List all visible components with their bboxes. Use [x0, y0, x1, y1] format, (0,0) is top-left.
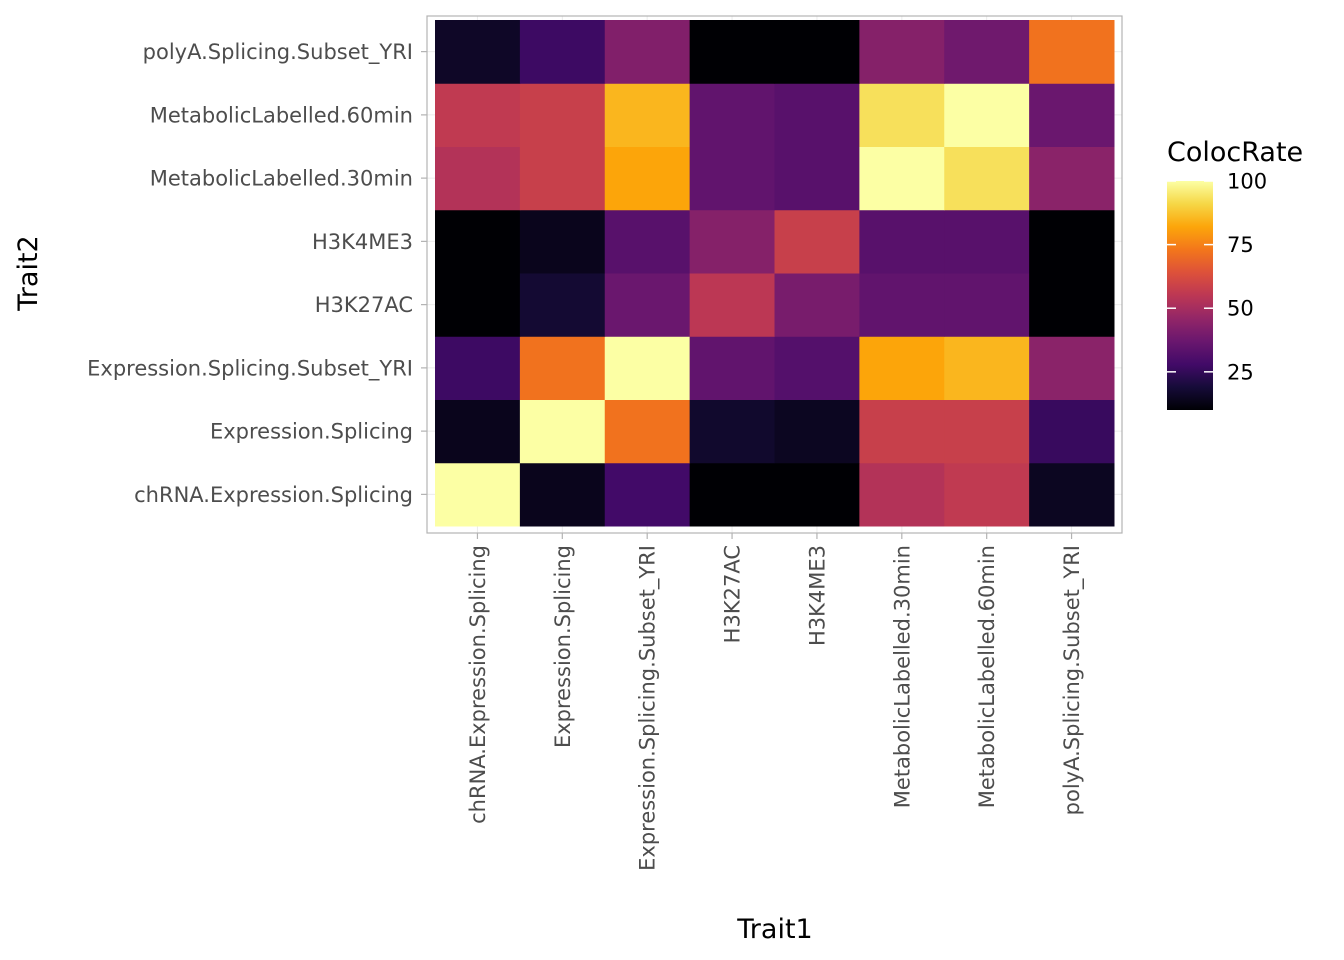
y-axis-ticks: chRNA.Expression.Splicing Expression.Spli… [87, 40, 427, 507]
y-tick-label: polyA.Splicing.Subset_YRI [143, 40, 413, 65]
heatmap-cell [689, 336, 775, 400]
x-tick-label: polyA.Splicing.Subset_YRI [1060, 545, 1085, 815]
heatmap-cell [604, 209, 691, 274]
heatmap-cell [774, 462, 860, 527]
legend-tick-label: 50 [1227, 297, 1254, 321]
heatmap-cell [689, 273, 775, 337]
heatmap-cell [859, 146, 945, 211]
heatmap-cell [774, 146, 860, 211]
legend-tick-label: 100 [1227, 170, 1267, 194]
heatmap-cell [604, 462, 691, 527]
heatmap-cell [435, 20, 521, 84]
heatmap-cell [1029, 20, 1115, 84]
y-tick-label: H3K27AC [315, 293, 413, 317]
heatmap-cell [944, 146, 1030, 211]
color-legend: ColocRate 25 50 75 100 [1167, 137, 1303, 410]
y-axis-title: Trait2 [13, 235, 44, 311]
heatmap-cell [689, 83, 775, 147]
heatmap-cell [774, 399, 860, 464]
heatmap-cell [944, 83, 1030, 147]
legend-tick-label: 75 [1227, 233, 1254, 257]
x-tick-label: Expression.Splicing [551, 545, 575, 748]
heatmap-cell [1029, 83, 1115, 147]
y-tick-label: H3K4ME3 [312, 230, 413, 254]
heatmap-cell [689, 399, 775, 464]
heatmap-cell [859, 273, 945, 337]
heatmap-cell [689, 20, 775, 84]
x-tick-label: H3K27AC [721, 545, 745, 643]
heatmap-cell [689, 462, 775, 527]
heatmap-cell [944, 399, 1030, 464]
heatmap-cell [435, 146, 521, 211]
x-axis-ticks: chRNA.Expression.Splicing Expression.Spli… [466, 533, 1085, 871]
heatmap-cell [604, 399, 691, 464]
heatmap-cell [859, 83, 945, 147]
heatmap-cell [1029, 399, 1115, 464]
panel-border [426, 15, 1123, 534]
heatmap-cell [774, 20, 860, 84]
heatmap-cell [435, 273, 521, 337]
heatmap-cell [435, 336, 521, 400]
y-tick-label: MetabolicLabelled.60min [150, 103, 413, 127]
heatmap-cell [1029, 146, 1115, 211]
heatmap-cell [519, 146, 606, 211]
x-tick-label: MetabolicLabelled.30min [890, 545, 914, 808]
legend-colorbar [1167, 181, 1213, 410]
legend-tick-label: 25 [1227, 360, 1254, 384]
heatmap-cell [859, 336, 945, 400]
heatmap-cell [859, 209, 945, 274]
heatmap-cell [859, 20, 945, 84]
y-tick-label: Expression.Splicing.Subset_YRI [87, 356, 413, 381]
heatmap-cell [435, 399, 521, 464]
heatmap-cell [689, 146, 775, 211]
y-tick-label: Expression.Splicing [210, 420, 413, 444]
heatmap-cell [1029, 462, 1115, 527]
heatmap-cell [604, 83, 691, 147]
heatmap-cell [604, 336, 691, 400]
heatmap-cell [519, 462, 606, 527]
heatmap-cell [689, 209, 775, 274]
heatmap-cell [604, 273, 691, 337]
heatmap-cell [944, 273, 1030, 337]
heatmap-cell [435, 83, 521, 147]
heatmap-cell [604, 20, 691, 84]
heatmap-cell [859, 462, 945, 527]
heatmap-cell [435, 462, 521, 527]
x-tick-label: Expression.Splicing.Subset_YRI [636, 545, 661, 871]
x-tick-label: H3K4ME3 [805, 545, 829, 646]
heatmap-cell [604, 146, 691, 211]
x-tick-label: MetabolicLabelled.60min [975, 545, 999, 808]
heatmap-cell [519, 273, 606, 337]
heatmap-cell [774, 336, 860, 400]
heatmap-cell [519, 209, 606, 274]
heatmap-cell [519, 399, 606, 464]
heatmap-cell [519, 83, 606, 147]
heatmap-cells [435, 20, 1115, 527]
heatmap-cell [944, 209, 1030, 274]
legend-title: ColocRate [1167, 137, 1303, 168]
heatmap-cell [519, 336, 606, 400]
heatmap-cell [774, 209, 860, 274]
heatmap-cell [944, 462, 1030, 527]
heatmap-cell [774, 273, 860, 337]
x-axis-title: Trait1 [736, 914, 812, 945]
legend-ticks: 25 50 75 100 [1167, 170, 1267, 384]
heatmap-cell [774, 83, 860, 147]
heatmap-cell [519, 20, 606, 84]
x-tick-label: chRNA.Expression.Splicing [466, 545, 490, 824]
heatmap-cell [944, 336, 1030, 400]
heatmap-cell [435, 209, 521, 274]
heatmap-cell [944, 20, 1030, 84]
heatmap-cell [1029, 209, 1115, 274]
heatmap-cell [1029, 336, 1115, 400]
y-tick-label: MetabolicLabelled.30min [150, 167, 413, 191]
y-tick-label: chRNA.Expression.Splicing [134, 483, 413, 507]
heatmap-cell [1029, 273, 1115, 337]
heatmap-cell [859, 399, 945, 464]
